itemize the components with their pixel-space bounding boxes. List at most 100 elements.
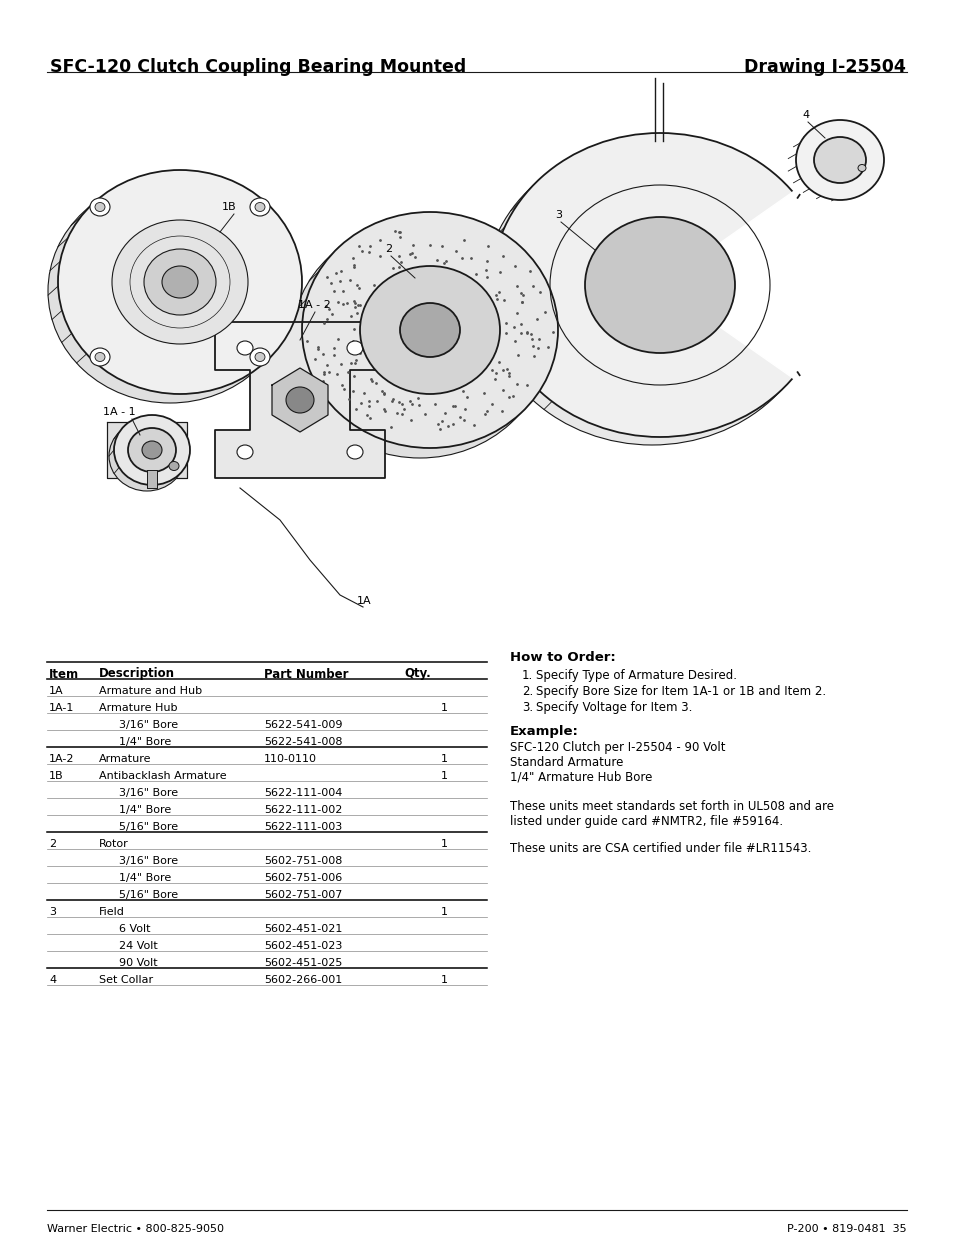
Text: Example:: Example: bbox=[510, 725, 578, 739]
Text: 1A-1: 1A-1 bbox=[49, 703, 74, 713]
Text: 3: 3 bbox=[49, 906, 56, 918]
Text: 1/4" Bore: 1/4" Bore bbox=[119, 805, 172, 815]
Text: 2.: 2. bbox=[521, 685, 533, 698]
Text: Armature: Armature bbox=[99, 755, 152, 764]
Ellipse shape bbox=[483, 141, 820, 445]
Text: 5/16" Bore: 5/16" Bore bbox=[119, 890, 178, 900]
Text: 1A-2: 1A-2 bbox=[49, 755, 74, 764]
Text: Specify Voltage for Item 3.: Specify Voltage for Item 3. bbox=[536, 701, 692, 714]
Ellipse shape bbox=[254, 352, 265, 362]
Text: Rotor: Rotor bbox=[99, 839, 129, 848]
Text: 5602-451-023: 5602-451-023 bbox=[264, 941, 342, 951]
Text: 2: 2 bbox=[49, 839, 56, 848]
Text: 1: 1 bbox=[440, 703, 448, 713]
Text: 1: 1 bbox=[440, 771, 448, 781]
Ellipse shape bbox=[236, 445, 253, 459]
Ellipse shape bbox=[813, 137, 865, 183]
Text: 1/4" Armature Hub Bore: 1/4" Armature Hub Bore bbox=[510, 771, 652, 784]
Text: How to Order:: How to Order: bbox=[510, 651, 615, 664]
Text: Field: Field bbox=[99, 906, 125, 918]
Ellipse shape bbox=[109, 421, 185, 492]
Text: 4: 4 bbox=[801, 110, 808, 120]
Text: 5602-751-008: 5602-751-008 bbox=[264, 856, 342, 866]
Text: SFC-120 Clutch Coupling Bearing Mounted: SFC-120 Clutch Coupling Bearing Mounted bbox=[50, 58, 466, 77]
Text: 1: 1 bbox=[440, 839, 448, 848]
Text: 1B: 1B bbox=[49, 771, 64, 781]
Ellipse shape bbox=[95, 203, 105, 211]
Text: Part Number: Part Number bbox=[264, 667, 348, 680]
Text: 5622-111-003: 5622-111-003 bbox=[264, 823, 342, 832]
Text: 4: 4 bbox=[49, 974, 56, 986]
Text: 1A - 1: 1A - 1 bbox=[103, 408, 135, 417]
Text: Set Collar: Set Collar bbox=[99, 974, 153, 986]
Wedge shape bbox=[659, 184, 836, 387]
Ellipse shape bbox=[292, 222, 547, 458]
Ellipse shape bbox=[359, 266, 499, 394]
Text: 5602-451-021: 5602-451-021 bbox=[264, 924, 342, 934]
Text: Qty.: Qty. bbox=[403, 667, 431, 680]
Text: 1A - 2: 1A - 2 bbox=[297, 300, 331, 310]
Text: 2: 2 bbox=[385, 245, 392, 254]
Text: 3.: 3. bbox=[521, 701, 533, 714]
Text: 1/4" Bore: 1/4" Bore bbox=[119, 737, 172, 747]
Ellipse shape bbox=[112, 220, 248, 345]
Text: 1: 1 bbox=[440, 906, 448, 918]
Text: 5/16" Bore: 5/16" Bore bbox=[119, 823, 178, 832]
Ellipse shape bbox=[128, 429, 175, 472]
Text: 3/16" Bore: 3/16" Bore bbox=[119, 720, 178, 730]
Text: Item: Item bbox=[49, 667, 79, 680]
Text: These units are CSA certified under file #LR11543.: These units are CSA certified under file… bbox=[510, 842, 810, 855]
Text: Drawing I-25504: Drawing I-25504 bbox=[743, 58, 905, 77]
Text: 90 Volt: 90 Volt bbox=[119, 958, 157, 968]
Ellipse shape bbox=[236, 341, 253, 354]
Text: 3/16" Bore: 3/16" Bore bbox=[119, 788, 178, 798]
Ellipse shape bbox=[492, 133, 827, 437]
Ellipse shape bbox=[58, 170, 302, 394]
Polygon shape bbox=[553, 320, 629, 340]
Polygon shape bbox=[214, 322, 385, 478]
Ellipse shape bbox=[584, 217, 734, 353]
Text: Description: Description bbox=[99, 667, 174, 680]
Text: Specify Bore Size for Item 1A-1 or 1B and Item 2.: Specify Bore Size for Item 1A-1 or 1B an… bbox=[536, 685, 825, 698]
Text: 6 Volt: 6 Volt bbox=[119, 924, 151, 934]
Polygon shape bbox=[272, 368, 328, 432]
Text: 1.: 1. bbox=[521, 669, 533, 682]
Text: 3/16" Bore: 3/16" Bore bbox=[119, 856, 178, 866]
Text: P-200 • 819-0481  35: P-200 • 819-0481 35 bbox=[786, 1224, 906, 1234]
Text: Armature and Hub: Armature and Hub bbox=[99, 685, 202, 697]
Text: 3: 3 bbox=[555, 210, 561, 220]
Text: Armature Hub: Armature Hub bbox=[99, 703, 177, 713]
Text: 24 Volt: 24 Volt bbox=[119, 941, 157, 951]
Text: Warner Electric • 800-825-9050: Warner Electric • 800-825-9050 bbox=[47, 1224, 224, 1234]
Polygon shape bbox=[147, 471, 157, 488]
Text: 1: 1 bbox=[440, 755, 448, 764]
Ellipse shape bbox=[95, 352, 105, 362]
Text: 1A: 1A bbox=[49, 685, 64, 697]
Ellipse shape bbox=[113, 415, 190, 485]
Ellipse shape bbox=[169, 462, 179, 471]
Text: SFC-120 Clutch per I-25504 - 90 Volt: SFC-120 Clutch per I-25504 - 90 Volt bbox=[510, 741, 724, 755]
Ellipse shape bbox=[286, 387, 314, 412]
Text: 5622-111-004: 5622-111-004 bbox=[264, 788, 342, 798]
Text: 5622-541-008: 5622-541-008 bbox=[264, 737, 342, 747]
Ellipse shape bbox=[621, 322, 638, 338]
Text: 5622-541-009: 5622-541-009 bbox=[264, 720, 342, 730]
Ellipse shape bbox=[250, 348, 270, 366]
Text: Standard Armature: Standard Armature bbox=[510, 756, 622, 769]
Ellipse shape bbox=[90, 348, 110, 366]
Ellipse shape bbox=[347, 445, 363, 459]
Text: 1/4" Bore: 1/4" Bore bbox=[119, 873, 172, 883]
Ellipse shape bbox=[48, 179, 292, 403]
Text: These units meet standards set forth in UL508 and are
listed under guide card #N: These units meet standards set forth in … bbox=[510, 800, 833, 827]
Text: 5622-111-002: 5622-111-002 bbox=[264, 805, 342, 815]
Ellipse shape bbox=[347, 341, 363, 354]
Ellipse shape bbox=[162, 266, 198, 298]
Text: Specify Type of Armature Desired.: Specify Type of Armature Desired. bbox=[536, 669, 737, 682]
Text: 1B: 1B bbox=[222, 203, 236, 212]
Text: 5602-751-007: 5602-751-007 bbox=[264, 890, 342, 900]
Text: 5602-266-001: 5602-266-001 bbox=[264, 974, 342, 986]
Ellipse shape bbox=[90, 198, 110, 216]
Text: 1: 1 bbox=[440, 974, 448, 986]
Text: 1A: 1A bbox=[356, 597, 372, 606]
Ellipse shape bbox=[795, 120, 883, 200]
